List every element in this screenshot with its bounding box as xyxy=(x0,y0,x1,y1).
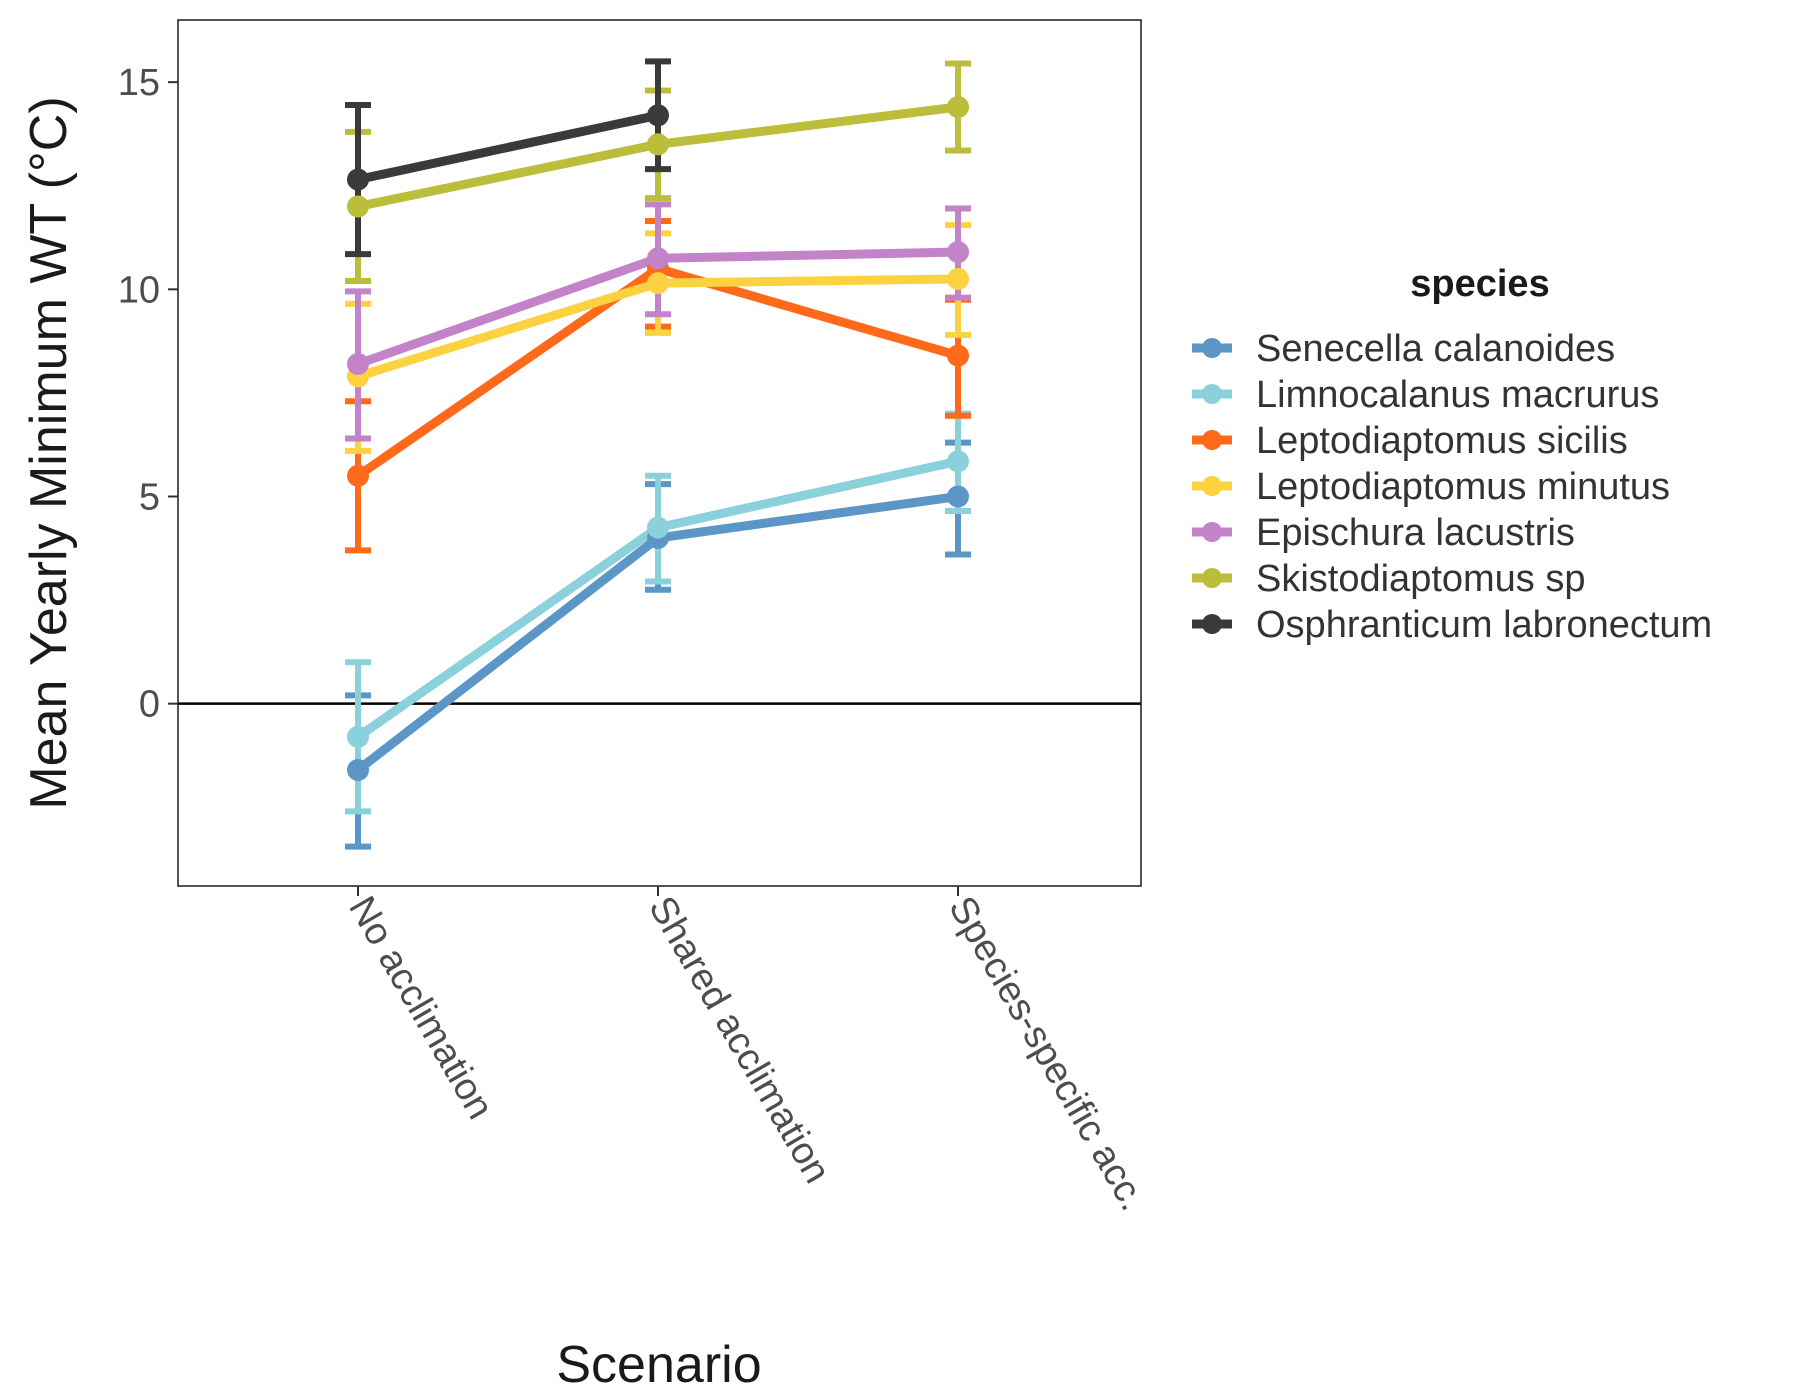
x-tick-label: Species-specific acc. xyxy=(940,890,1154,1218)
legend-key-point xyxy=(1202,568,1222,588)
legend-key-point xyxy=(1202,476,1222,496)
legend-label: Osphranticum labronectum xyxy=(1256,604,1712,646)
legend-label: Leptodiaptomus minutus xyxy=(1256,466,1670,508)
data-point-skistodiaptomus-sp xyxy=(947,96,969,119)
data-point-leptodiaptomus-minutus xyxy=(947,267,969,290)
data-point-epischura-lacustris xyxy=(347,352,369,375)
legend-label: Leptodiaptomus sicilis xyxy=(1256,420,1628,462)
legend-key-point xyxy=(1202,338,1222,358)
data-point-osphranticum-labronectum xyxy=(647,104,669,127)
data-point-leptodiaptomus-sicilis xyxy=(347,464,369,487)
y-tick-label: 15 xyxy=(118,62,160,104)
legend-label: Skistodiaptomus sp xyxy=(1256,558,1586,600)
data-point-limnocalanus-macrurus xyxy=(647,516,669,539)
data-point-limnocalanus-macrurus xyxy=(947,450,969,473)
x-axis-title: Scenario xyxy=(556,1336,761,1394)
legend-label: Limnocalanus macrurus xyxy=(1256,374,1659,416)
data-point-senecella-calanoides xyxy=(347,758,369,781)
legend-key-point xyxy=(1202,614,1222,634)
legend-key-point xyxy=(1202,384,1222,404)
legend-title: species xyxy=(1410,263,1549,305)
data-point-leptodiaptomus-sicilis xyxy=(947,344,969,367)
y-tick-label: 5 xyxy=(139,477,160,519)
data-point-skistodiaptomus-sp xyxy=(347,195,369,218)
data-point-epischura-lacustris xyxy=(947,241,969,264)
legend-label: Epischura lacustris xyxy=(1256,512,1575,554)
x-tick-label: No acclimation xyxy=(340,890,501,1127)
data-point-epischura-lacustris xyxy=(647,247,669,270)
legend-key-point xyxy=(1202,430,1222,450)
y-tick-label: 0 xyxy=(139,684,160,726)
y-axis-title: Mean Yearly Minimum WT (°C) xyxy=(20,96,78,809)
legend: species Senecella calanoidesLimnocalanus… xyxy=(1192,263,1712,646)
data-point-osphranticum-labronectum xyxy=(347,168,369,191)
legend-key-point xyxy=(1202,522,1222,542)
data-point-skistodiaptomus-sp xyxy=(647,133,669,156)
y-tick-label: 10 xyxy=(118,269,160,311)
panel-border xyxy=(177,19,1142,887)
data-point-leptodiaptomus-minutus xyxy=(647,272,669,295)
data-point-limnocalanus-macrurus xyxy=(347,725,369,748)
legend-label: Senecella calanoides xyxy=(1256,328,1615,370)
series-line-osphranticum-labronectum xyxy=(357,110,659,184)
data-point-senecella-calanoides xyxy=(947,485,969,508)
x-tick-label: Shared acclimation xyxy=(640,890,838,1191)
